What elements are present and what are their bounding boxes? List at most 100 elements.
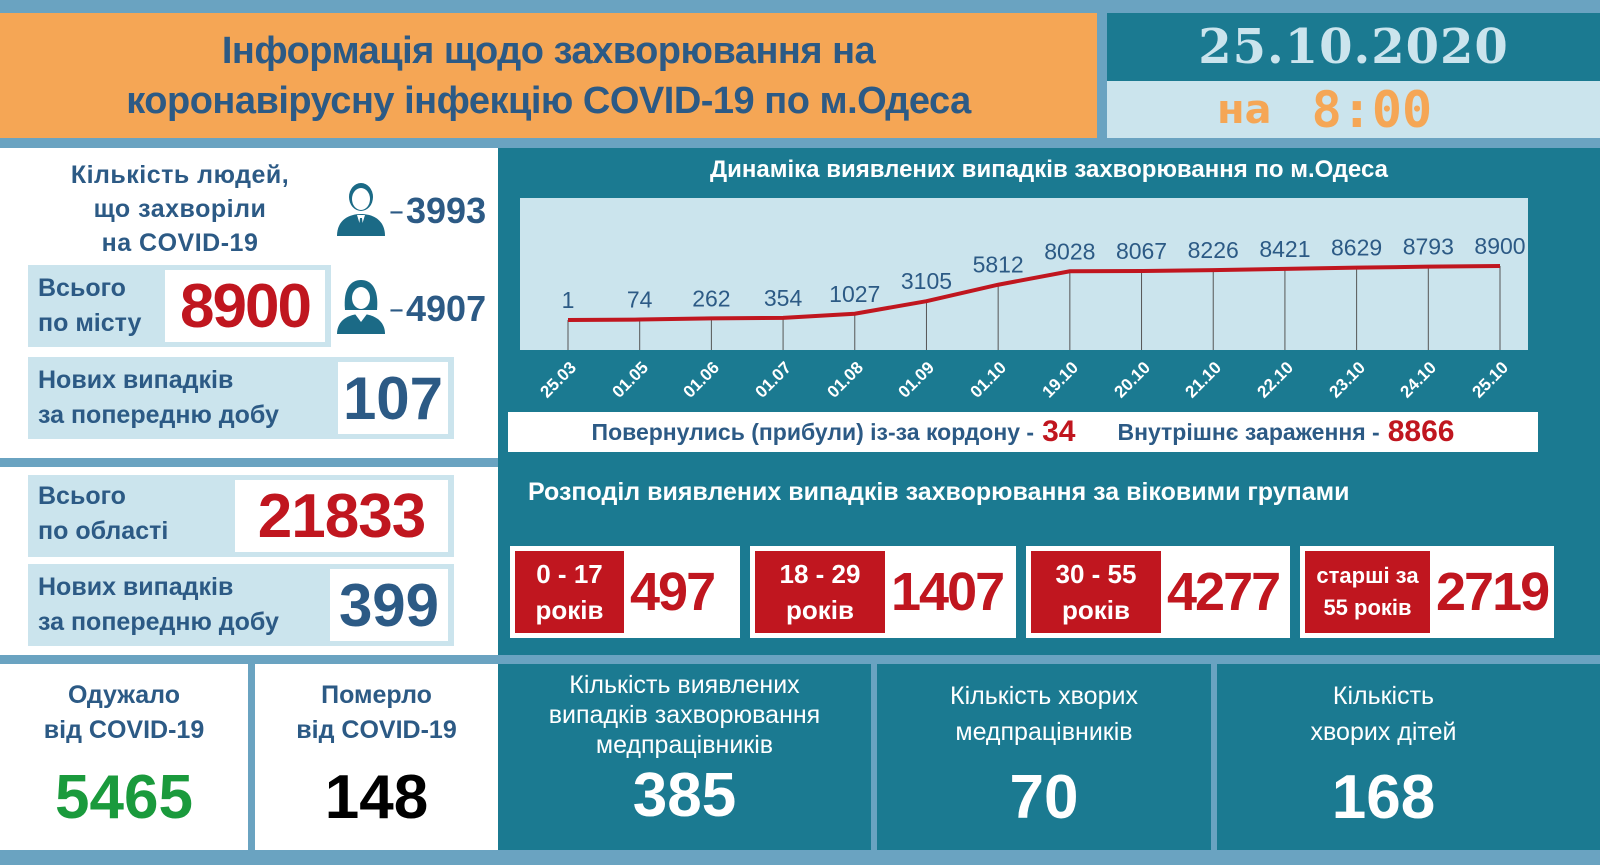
svg-text:8900: 8900 [1474,233,1525,259]
recovered-panel: Одужало від COVID-19 5465 [0,664,248,850]
med-sick-label: Кількість хворих медпрацівників [950,678,1138,750]
region-total-label: Всього по області [38,479,168,549]
recovered-label-line1: Одужало [68,681,180,709]
date-text: 25.10.2020 [1198,19,1509,75]
header-title-line2: коронавірусну інфекцію COVID-19 по м.Оде… [126,79,971,122]
x-axis-label: 01.08 [823,358,867,402]
internal-value: 8866 [1387,415,1455,448]
male-dash: – [389,193,404,229]
med-sick-label-line1: Кількість хворих [950,682,1138,710]
city-total-box: Всього по місту 8900 [28,265,331,347]
report-date: 25.10.2020 [1107,13,1600,81]
age-unit: років [1062,595,1130,625]
children-label-line2: хворих дітей [1310,718,1457,746]
x-axis-label: 01.10 [966,358,1011,402]
svg-text:8421: 8421 [1259,236,1310,262]
report-time: на 8:00 [1107,80,1600,139]
region-total-value-box: 21833 [235,480,448,552]
age-group-value: 4277 [1167,562,1281,622]
x-axis-label: 23.10 [1325,358,1369,402]
svg-text:1: 1 [562,287,575,313]
region-new-label: Нових випадків за попередню добу [38,570,279,640]
died-value: 148 [324,763,429,832]
x-axis-label: 01.09 [894,358,939,402]
age-group-55-plus: старші за 55 років 2719 [1300,546,1554,638]
x-axis-label: 20.10 [1109,358,1154,402]
people-title-line2: що захворіли [93,195,267,223]
region-total-value: 21833 [257,481,426,551]
city-new-label-line1: Нових випадків [38,366,234,394]
region-new-label-line1: Нових випадків [38,573,234,601]
med-sick-panel: Кількість хворих медпрацівників 70 [877,664,1211,850]
age-group-0-17: 0 - 17 років 497 [510,546,740,638]
region-new-box: Нових випадків за попередню добу 399 [28,564,454,646]
x-axis-label: 22.10 [1253,358,1297,402]
died-panel: Померло від COVID-19 148 [255,664,498,850]
children-label-line1: Кількість [1332,682,1435,710]
chart-panel: Динаміка виявлених випадків захворювання… [498,148,1600,458]
med-cases-panel: Кількість виявлених випадків захворюванн… [498,664,871,850]
svg-text:262: 262 [692,285,730,311]
chart-footer: Повернулись (прибули) із-за кордону - 34… [508,412,1538,452]
recovered-label: Одужало від COVID-19 [44,678,204,748]
region-total-box: Всього по області 21833 [28,475,454,557]
city-total-value-box: 8900 [165,270,325,342]
med-cases-label-line3: медпрацівників [595,731,774,759]
recovered-label-line2: від COVID-19 [43,716,205,744]
children-panel: Кількість хворих дітей 168 [1217,664,1600,850]
svg-text:3105: 3105 [901,268,952,294]
svg-text:8067: 8067 [1116,238,1167,264]
line-chart: 1 74 262 354 1027 3105 5812 8028 8067 8226 8421 862… [520,198,1528,350]
city-stats-panel: Кількість людей, що захворіли на COVID-1… [0,148,498,458]
med-cases-label-line2: випадків захворювання [548,701,821,729]
city-total-label-line1: Всього [38,274,126,302]
med-cases-value: 385 [632,761,737,830]
recovered-value: 5465 [55,763,193,832]
city-new-box: Нових випадків за попередню добу 107 [28,357,454,439]
svg-text:8793: 8793 [1403,234,1454,260]
med-cases-label-line1: Кількість виявлених [569,671,800,699]
region-stats-panel: Всього по області 21833 Нових випадків з… [0,467,498,655]
line-chart-svg: 1 74 262 354 1027 3105 5812 8028 8067 8226 8421 862… [562,233,1526,350]
age-group-value: 497 [630,562,716,622]
female-count: 4907 [406,288,487,329]
city-total-label: Всього по місту [38,271,141,341]
chart-title: Динаміка виявлених випадків захворювання… [710,156,1388,183]
time-text: 8:00 [1311,80,1433,139]
city-new-label: Нових випадків за попередню добу [38,363,279,433]
city-total-value: 8900 [180,271,312,341]
age-group-30-55: 30 - 55 років 4277 [1026,546,1290,638]
header-title-panel: Інформація щодо захворювання на коронаві… [0,13,1097,138]
age-group-tag: 18 - 29 років [755,551,885,633]
age-range: 30 - 55 [1055,559,1137,589]
region-new-value: 399 [338,571,440,639]
svg-text:8028: 8028 [1044,238,1095,264]
x-axis-label: 21.10 [1181,358,1226,402]
med-sick-value: 70 [1009,763,1079,832]
x-axis-label: 01.06 [679,358,724,402]
children-label: Кількість хворих дітей [1311,678,1457,750]
x-axis-label: 01.05 [608,358,652,402]
med-cases-label: Кількість виявлених випадків захворюванн… [549,670,820,760]
female-dash: – [389,291,404,327]
svg-text:5812: 5812 [973,252,1024,278]
age-group-tag: старші за 55 років [1305,551,1430,633]
people-title-line3: на COVID-19 [101,229,259,257]
time-prefix: на [1217,86,1272,133]
age-group-value: 1407 [891,562,1005,622]
died-label-line2: від COVID-19 [296,716,457,744]
x-axis-label: 25.10 [1468,358,1512,402]
svg-text:1027: 1027 [829,281,880,307]
male-count-row: – 3993 [335,180,486,242]
x-axis-label: 24.10 [1396,358,1441,402]
age-group-18-29: 18 - 29 років 1407 [750,546,1016,638]
age-unit: років [786,595,854,625]
female-icon [335,278,387,340]
children-value: 168 [1331,763,1436,832]
svg-text:8629: 8629 [1331,235,1382,261]
returned-label: Повернулись (прибули) із-за кордону - [591,418,1035,445]
city-total-label-line2: по місту [38,309,142,337]
returned-value: 34 [1042,415,1076,448]
region-new-label-line2: за попередню добу [38,608,279,636]
age-group-value: 2719 [1436,562,1550,622]
